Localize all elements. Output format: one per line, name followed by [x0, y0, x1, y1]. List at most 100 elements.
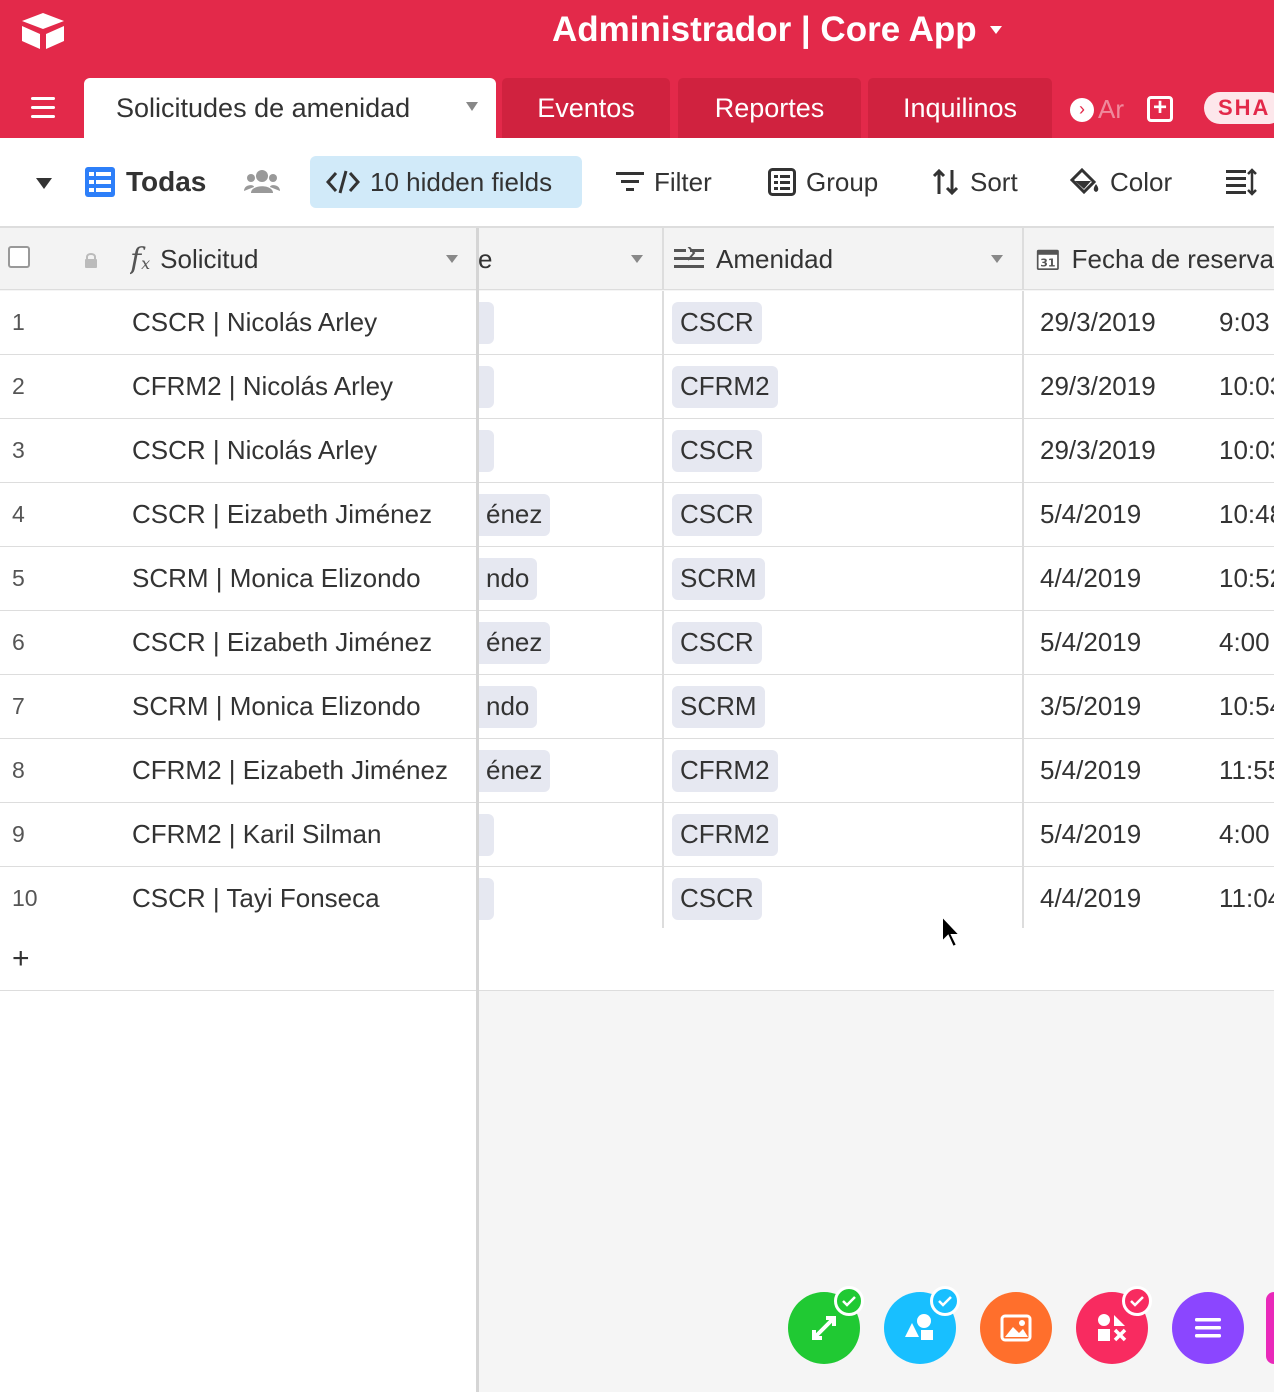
filter-label: Filter: [654, 166, 712, 197]
column-caret-icon[interactable]: [631, 255, 643, 263]
tab-reportes[interactable]: Reportes: [678, 78, 861, 138]
sort-button[interactable]: Sort: [932, 156, 1018, 208]
more-app-button[interactable]: [1266, 1292, 1274, 1364]
table-row[interactable]: 2 CFRM2 | Nicolás Arley CFRM2 29/3/2019 …: [0, 355, 1274, 419]
expand-app-button[interactable]: [788, 1286, 864, 1364]
enabled-badge-icon: [834, 1286, 864, 1316]
tab-solicitudes[interactable]: Solicitudes de amenidad: [84, 78, 496, 138]
table-row[interactable]: 1 CSCR | Nicolás Arley CSCR 29/3/2019 9:…: [0, 291, 1274, 355]
cell-amenidad[interactable]: CFRM2: [672, 355, 1022, 418]
table-row[interactable]: 3 CSCR | Nicolás Arley CSCR 29/3/2019 10…: [0, 419, 1274, 483]
table-row[interactable]: 4 CSCR | Eizabeth Jiménez énez CSCR 5/4/…: [0, 483, 1274, 547]
cell-hora[interactable]: 10:48: [1219, 499, 1274, 529]
color-button[interactable]: Color: [1070, 156, 1172, 208]
cell-hora[interactable]: 10:52: [1219, 563, 1274, 593]
select-all-checkbox[interactable]: [8, 246, 30, 268]
row-height-button[interactable]: [1226, 156, 1268, 208]
filter-button[interactable]: Filter: [616, 156, 712, 208]
add-row-button[interactable]: +: [0, 928, 1274, 991]
cell-hidden-field[interactable]: ndo: [478, 547, 662, 610]
cell-hora[interactable]: 11:04: [1219, 883, 1274, 913]
column-caret-icon[interactable]: [446, 255, 458, 263]
cell-solicitud[interactable]: CFRM2 | Nicolás Arley: [132, 371, 394, 401]
cell-solicitud[interactable]: CFRM2 | Eizabeth Jiménez: [132, 755, 448, 785]
cell-amenidad[interactable]: SCRM: [672, 547, 1022, 610]
table-row[interactable]: 10 CSCR | Tayi Fonseca CSCR 4/4/2019 11:…: [0, 867, 1274, 931]
cell-solicitud[interactable]: CSCR | Nicolás Arley: [132, 435, 378, 465]
cell-solicitud[interactable]: CSCR | Eizabeth Jiménez: [132, 627, 433, 657]
app-title-caret-icon[interactable]: [990, 26, 1002, 34]
cell-hidden-field[interactable]: énez: [478, 483, 662, 546]
group-button[interactable]: Group: [768, 156, 878, 208]
cell-fecha[interactable]: 4/4/2019: [1040, 883, 1142, 913]
column-header-solicitud[interactable]: ƒx Solicitud: [130, 228, 460, 290]
shapes-app-button[interactable]: [884, 1286, 960, 1364]
cell-amenidad[interactable]: CSCR: [672, 483, 1022, 546]
cell-fecha[interactable]: 5/4/2019: [1040, 819, 1142, 849]
table-row[interactable]: 8 CFRM2 | Eizabeth Jiménez énez CFRM2 5/…: [0, 739, 1274, 803]
list-app-button[interactable]: [1172, 1292, 1244, 1364]
app-title[interactable]: Administrador | Core App: [552, 10, 977, 49]
apps-app-button[interactable]: [1076, 1286, 1152, 1364]
cell-hora[interactable]: 11:55: [1219, 755, 1274, 785]
table-row[interactable]: 6 CSCR | Eizabeth Jiménez énez CSCR 5/4/…: [0, 611, 1274, 675]
cell-amenidad[interactable]: CSCR: [672, 291, 1022, 354]
cell-fecha[interactable]: 3/5/2019: [1040, 691, 1142, 721]
hidden-fields-button[interactable]: 10 hidden fields: [310, 156, 582, 208]
column-divider: [662, 803, 664, 867]
cell-hora[interactable]: 10:03: [1219, 371, 1274, 401]
cell-amenidad[interactable]: CFRM2: [672, 803, 1022, 866]
collaborators-icon[interactable]: [244, 156, 290, 208]
cell-fecha[interactable]: 5/4/2019: [1040, 499, 1142, 529]
view-name[interactable]: Todas: [84, 156, 206, 208]
table-row[interactable]: 9 CFRM2 | Karil Silman CFRM2 5/4/2019 4:…: [0, 803, 1274, 867]
cell-fecha[interactable]: 29/3/2019: [1040, 307, 1156, 337]
image-app-button[interactable]: [980, 1292, 1052, 1364]
cell-solicitud[interactable]: SCRM | Monica Elizondo: [132, 563, 421, 593]
cell-fecha[interactable]: 29/3/2019: [1040, 435, 1156, 465]
cell-amenidad[interactable]: SCRM: [672, 675, 1022, 738]
cell-solicitud[interactable]: CSCR | Eizabeth Jiménez: [132, 499, 433, 529]
column-header-hidden[interactable]: e: [478, 228, 508, 290]
cell-solicitud[interactable]: CSCR | Tayi Fonseca: [132, 883, 380, 913]
cell-hidden-field[interactable]: [478, 867, 662, 930]
hamburger-menu-icon[interactable]: [31, 97, 57, 119]
cell-hora[interactable]: 9:03: [1219, 307, 1270, 337]
cell-hidden-field[interactable]: [478, 803, 662, 866]
cell-hidden-field[interactable]: [478, 291, 662, 354]
cell-amenidad[interactable]: CSCR: [672, 867, 1022, 930]
cell-solicitud[interactable]: CSCR | Nicolás Arley: [132, 307, 378, 337]
tab-inquilinos[interactable]: Inquilinos: [868, 78, 1052, 138]
tab-eventos[interactable]: Eventos: [502, 78, 670, 138]
share-button[interactable]: SHA: [1204, 92, 1274, 124]
table-row[interactable]: 5 SCRM | Monica Elizondo ndo SCRM 4/4/20…: [0, 547, 1274, 611]
cell-amenidad[interactable]: CSCR: [672, 611, 1022, 674]
view-switcher-caret-icon[interactable]: [36, 178, 52, 189]
tab-caret-icon[interactable]: [466, 102, 478, 111]
cell-hora[interactable]: 4:00: [1219, 627, 1270, 657]
cell-fecha[interactable]: 5/4/2019: [1040, 627, 1142, 657]
cell-hidden-field[interactable]: ndo: [478, 675, 662, 738]
cell-solicitud[interactable]: CFRM2 | Karil Silman: [132, 819, 382, 849]
column-header-fecha[interactable]: 31 Fecha de reserva: [1036, 228, 1274, 290]
cell-amenidad[interactable]: CFRM2: [672, 739, 1022, 802]
cell-hidden-field[interactable]: [478, 355, 662, 418]
cell-hora[interactable]: 10:54: [1219, 691, 1274, 721]
cell-hidden-field[interactable]: énez: [478, 739, 662, 802]
column-caret-icon[interactable]: [991, 255, 1003, 263]
cell-solicitud[interactable]: SCRM | Monica Elizondo: [132, 691, 421, 721]
table-row[interactable]: 7 SCRM | Monica Elizondo ndo SCRM 3/5/20…: [0, 675, 1274, 739]
cell-hora[interactable]: 4:00: [1219, 819, 1270, 849]
cell-hora[interactable]: 10:03: [1219, 435, 1274, 465]
tab-overflow[interactable]: › Ar: [1070, 94, 1124, 125]
column-header-amenidad[interactable]: Amenidad: [674, 228, 994, 290]
cell-hidden-field[interactable]: [478, 419, 662, 482]
cell-hidden-field[interactable]: énez: [478, 611, 662, 674]
app-logo-icon[interactable]: [18, 10, 68, 50]
cell-fecha[interactable]: 29/3/2019: [1040, 371, 1156, 401]
frozen-column-divider[interactable]: [476, 228, 479, 1392]
cell-fecha[interactable]: 5/4/2019: [1040, 755, 1142, 785]
cell-amenidad[interactable]: CSCR: [672, 419, 1022, 482]
cell-fecha[interactable]: 4/4/2019: [1040, 563, 1142, 593]
add-tab-icon[interactable]: +: [1147, 96, 1173, 122]
